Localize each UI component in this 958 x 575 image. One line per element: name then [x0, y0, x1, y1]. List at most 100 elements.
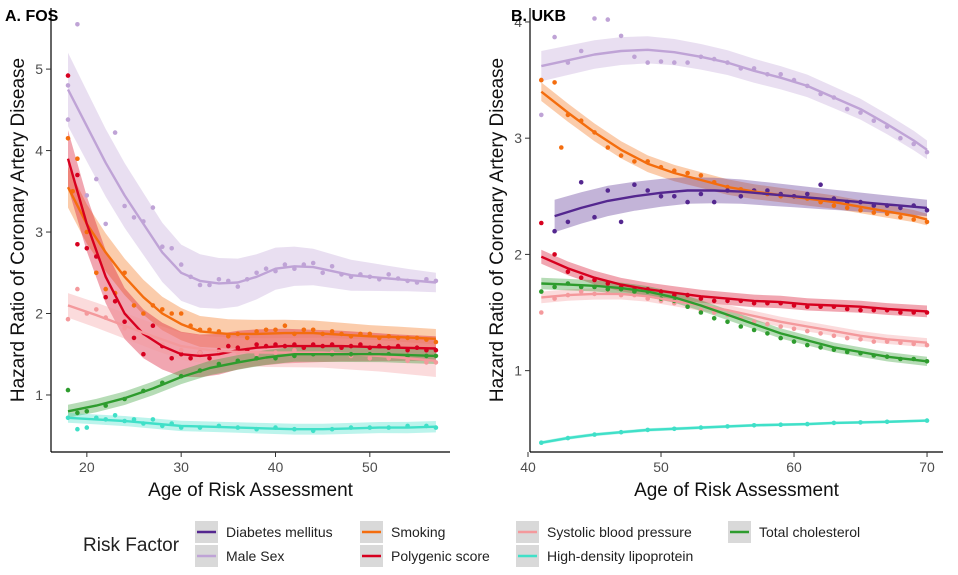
panel-title: A. FOS: [5, 8, 59, 25]
band-smoking: [68, 166, 436, 349]
legend-item-high-density-lipoprotein: High-density lipoprotein: [516, 545, 693, 567]
point-diabetes-mellitus: [765, 188, 770, 193]
point-polygenic-score: [169, 356, 174, 361]
point-smoking: [169, 311, 174, 316]
point-smoking: [103, 286, 108, 292]
point-systolic-blood-pressure: [844, 335, 850, 341]
point-smoking: [94, 270, 99, 276]
band-male-sex: [541, 36, 927, 160]
point-total-cholesterol: [711, 316, 717, 321]
point-male-sex: [386, 272, 392, 277]
y-tick-label: 2: [35, 306, 43, 322]
point-male-sex: [844, 106, 850, 112]
point-smoking: [244, 335, 250, 341]
point-male-sex: [858, 110, 863, 115]
point-polygenic-score: [711, 298, 717, 304]
line-male-sex: [541, 48, 928, 151]
point-high-density-lipoprotein: [112, 413, 118, 418]
point-systolic-blood-pressure: [858, 337, 863, 342]
x-tick-label: 40: [520, 459, 536, 475]
point-smoking: [254, 329, 259, 334]
point-smoking: [226, 334, 231, 339]
point-smoking: [301, 327, 307, 333]
point-male-sex: [216, 277, 222, 282]
x-tick-label: 30: [173, 459, 189, 475]
point-smoking: [84, 229, 90, 235]
point-systolic-blood-pressure: [75, 286, 80, 292]
point-total-cholesterol: [791, 339, 797, 344]
point-systolic-blood-pressure: [405, 358, 410, 364]
point-smoking: [871, 210, 877, 215]
point-male-sex: [65, 83, 71, 88]
point-smoking: [329, 329, 335, 334]
point-smoking: [75, 156, 80, 161]
legend-label: High-density lipoprotein: [547, 548, 693, 564]
point-smoking: [911, 217, 916, 222]
point-smoking: [844, 205, 850, 211]
line-systolic-blood-pressure: [67, 304, 437, 362]
point-diabetes-mellitus: [552, 228, 557, 234]
point-male-sex: [924, 149, 930, 155]
point-polygenic-score: [858, 307, 863, 313]
point-total-cholesterol: [65, 387, 71, 393]
point-male-sex: [310, 260, 316, 266]
point-smoking: [924, 219, 930, 225]
point-polygenic-score: [75, 242, 80, 247]
y-tick-label: 2: [514, 246, 522, 262]
point-polygenic-score: [150, 323, 156, 329]
point-polygenic-score: [103, 294, 108, 300]
point-systolic-blood-pressure: [791, 326, 797, 332]
point-polygenic-score: [539, 220, 544, 226]
line-polygenic-score: [540, 255, 928, 313]
point-diabetes-mellitus: [698, 191, 704, 197]
point-systolic-blood-pressure: [831, 333, 837, 339]
point-smoking: [618, 153, 624, 158]
legend-label: Polygenic score: [391, 548, 490, 564]
point-diabetes-mellitus: [618, 219, 624, 225]
point-male-sex: [84, 193, 90, 198]
point-smoking: [552, 80, 557, 85]
point-polygenic-score: [131, 335, 137, 341]
point-diabetes-mellitus: [924, 207, 930, 213]
point-systolic-blood-pressure: [805, 328, 810, 334]
band-diabetes-mellitus: [554, 177, 927, 233]
point-male-sex: [632, 54, 637, 60]
point-smoking: [310, 327, 316, 333]
band-male-sex: [68, 52, 436, 309]
point-systolic-blood-pressure: [178, 347, 184, 353]
point-male-sex: [672, 60, 677, 65]
point-smoking: [282, 323, 288, 329]
point-total-cholesterol: [725, 319, 730, 325]
point-polygenic-score: [112, 299, 118, 304]
point-smoking: [831, 203, 837, 208]
point-smoking: [65, 136, 71, 141]
point-male-sex: [75, 22, 80, 27]
point-total-cholesterol: [84, 409, 90, 414]
legend-item-polygenic-score: Polygenic score: [360, 545, 490, 567]
point-male-sex: [150, 205, 156, 210]
y-tick-label: 3: [514, 130, 522, 146]
point-smoking: [178, 311, 184, 316]
point-total-cholesterol: [778, 335, 783, 341]
y-tick-label: 3: [35, 224, 43, 240]
point-male-sex: [552, 34, 557, 40]
point-male-sex: [329, 264, 335, 269]
point-total-cholesterol: [552, 284, 557, 290]
x-tick-label: 60: [786, 459, 802, 475]
line-total-cholesterol: [541, 282, 928, 363]
point-polygenic-score: [65, 73, 71, 78]
point-systolic-blood-pressure: [871, 339, 877, 344]
band-systolic-blood-pressure: [68, 293, 436, 377]
point-diabetes-mellitus: [685, 199, 690, 205]
legend-item-smoking: Smoking: [360, 521, 445, 543]
point-male-sex: [169, 246, 174, 251]
legend-label: Diabetes mellitus: [226, 524, 333, 540]
point-male-sex: [65, 117, 71, 122]
x-tick-label: 70: [919, 459, 935, 475]
point-polygenic-score: [552, 252, 557, 257]
point-polygenic-score: [141, 351, 146, 357]
point-total-cholesterol: [539, 289, 544, 294]
point-male-sex: [539, 112, 544, 118]
point-male-sex: [898, 135, 903, 141]
